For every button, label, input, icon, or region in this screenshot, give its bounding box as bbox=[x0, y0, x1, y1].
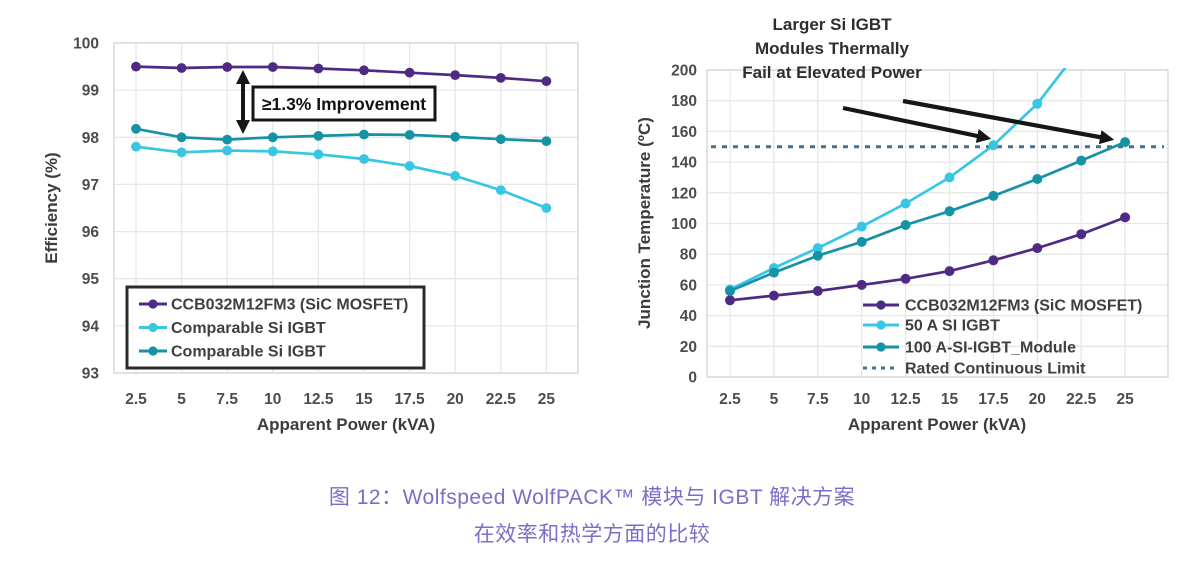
thermal-chart: 0 20 40 60 80 100 120 140 160 180 200 2.5 5 7.5 10 12.5… bbox=[600, 0, 1184, 455]
svg-text:40: 40 bbox=[680, 308, 697, 325]
svg-text:CCB032M12FM3 (SiC MOSFET): CCB032M12FM3 (SiC MOSFET) bbox=[905, 298, 1142, 315]
svg-text:Larger Si IGBT: Larger Si IGBT bbox=[772, 15, 892, 34]
svg-text:10: 10 bbox=[853, 391, 870, 408]
svg-text:140: 140 bbox=[671, 155, 697, 172]
svg-text:Modules Thermally: Modules Thermally bbox=[755, 39, 910, 58]
svg-text:Rated Continuous Limit: Rated Continuous Limit bbox=[905, 361, 1086, 378]
svg-text:0: 0 bbox=[688, 370, 697, 387]
legend: CCB032M12FM3 (SiC MOSFET) 50 A SI IGBT 100… bbox=[863, 298, 1142, 378]
svg-text:80: 80 bbox=[680, 247, 697, 264]
svg-text:95: 95 bbox=[82, 271, 100, 288]
svg-text:≥1.3% Improvement: ≥1.3% Improvement bbox=[262, 94, 426, 114]
svg-text:5: 5 bbox=[177, 391, 186, 408]
svg-text:2.5: 2.5 bbox=[125, 391, 147, 408]
svg-text:100: 100 bbox=[671, 216, 697, 233]
svg-text:Comparable Si IGBT: Comparable Si IGBT bbox=[171, 344, 326, 361]
svg-text:20: 20 bbox=[1029, 391, 1046, 408]
thermal-annotation: Larger Si IGBT Modules Thermally Fail at E… bbox=[742, 15, 1115, 145]
improvement-annotation: ≥1.3% Improvement bbox=[236, 70, 437, 134]
svg-text:Fail at Elevated Power: Fail at Elevated Power bbox=[742, 63, 922, 82]
svg-text:10: 10 bbox=[264, 391, 281, 408]
svg-text:12.5: 12.5 bbox=[303, 391, 334, 408]
efficiency-chart-svg: 93 94 95 96 97 98 99 100 2.5 5 7.5 10 12.5 15 17.5 20 22… bbox=[42, 36, 579, 435]
svg-text:180: 180 bbox=[671, 93, 697, 110]
efficiency-chart: 93 94 95 96 97 98 99 100 2.5 5 7.5 10 12.5 15 17.5 20 22… bbox=[0, 0, 600, 455]
svg-text:20: 20 bbox=[680, 339, 697, 356]
svg-text:96: 96 bbox=[82, 224, 100, 241]
svg-text:17.5: 17.5 bbox=[978, 391, 1009, 408]
figure-caption: 图 12：Wolfspeed WolfPACK™ 模块与 IGBT 解决方案 在… bbox=[0, 479, 1184, 553]
series-line-0 bbox=[131, 61, 552, 87]
caption-line-1: 图 12：Wolfspeed WolfPACK™ 模块与 IGBT 解决方案 bbox=[328, 486, 856, 509]
svg-text:160: 160 bbox=[671, 124, 697, 141]
svg-text:12.5: 12.5 bbox=[891, 391, 922, 408]
arrow-to-100A-failure bbox=[902, 98, 1115, 145]
svg-text:5: 5 bbox=[770, 391, 779, 408]
svg-text:7.5: 7.5 bbox=[807, 391, 829, 408]
series-line-0 bbox=[725, 212, 1131, 306]
svg-text:100 A-SI-IGBT_Module: 100 A-SI-IGBT_Module bbox=[905, 340, 1076, 357]
plot-border bbox=[706, 69, 1169, 378]
svg-text:Apparent Power (kVA): Apparent Power (kVA) bbox=[848, 415, 1026, 434]
plot-border bbox=[113, 42, 579, 374]
svg-text:7.5: 7.5 bbox=[216, 391, 238, 408]
svg-text:94: 94 bbox=[82, 318, 100, 335]
svg-text:120: 120 bbox=[671, 185, 697, 202]
svg-text:20: 20 bbox=[447, 391, 464, 408]
svg-text:97: 97 bbox=[82, 177, 99, 194]
svg-text:Apparent Power (kVA): Apparent Power (kVA) bbox=[257, 415, 435, 434]
svg-text:25: 25 bbox=[1116, 391, 1134, 408]
svg-text:15: 15 bbox=[941, 391, 959, 408]
svg-text:25: 25 bbox=[538, 391, 556, 408]
svg-text:15: 15 bbox=[355, 391, 373, 408]
caption-line-2: 在效率和热学方面的比较 bbox=[473, 523, 711, 546]
charts-row: 93 94 95 96 97 98 99 100 2.5 5 7.5 10 12.5 15 17.5 20 22… bbox=[0, 0, 1184, 455]
svg-text:22.5: 22.5 bbox=[1066, 391, 1097, 408]
svg-text:22.5: 22.5 bbox=[486, 391, 517, 408]
svg-text:50 A SI IGBT: 50 A SI IGBT bbox=[905, 318, 1000, 335]
svg-text:99: 99 bbox=[82, 83, 100, 100]
thermal-chart-svg: 0 20 40 60 80 100 120 140 160 180 200 2.5 5 7.5 10 12.5… bbox=[635, 15, 1169, 435]
legend: CCB032M12FM3 (SiC MOSFET) Comparable Si I… bbox=[125, 285, 426, 370]
arrow-to-50A-failure bbox=[842, 105, 992, 143]
axes-labels: 0 20 40 60 80 100 120 140 160 180 200 2.5 5 7.5 10 12.5… bbox=[635, 63, 1134, 435]
svg-text:2.5: 2.5 bbox=[719, 391, 741, 408]
svg-text:93: 93 bbox=[82, 366, 100, 383]
svg-text:Efficiency (%): Efficiency (%) bbox=[42, 152, 61, 263]
axes-labels: 93 94 95 96 97 98 99 100 2.5 5 7.5 10 12.5 15 17.5 20 22… bbox=[42, 36, 555, 435]
svg-text:98: 98 bbox=[82, 130, 100, 147]
series-line-2 bbox=[725, 137, 1131, 296]
svg-text:200: 200 bbox=[671, 63, 697, 80]
svg-text:CCB032M12FM3 (SiC MOSFET): CCB032M12FM3 (SiC MOSFET) bbox=[171, 297, 408, 314]
series-line-1 bbox=[131, 141, 552, 213]
svg-text:100: 100 bbox=[73, 36, 99, 53]
svg-text:Comparable Si IGBT: Comparable Si IGBT bbox=[171, 320, 326, 337]
svg-text:60: 60 bbox=[680, 277, 697, 294]
series-line-2 bbox=[131, 123, 552, 147]
svg-text:17.5: 17.5 bbox=[395, 391, 426, 408]
svg-text:Junction Temperature (ºC): Junction Temperature (ºC) bbox=[635, 117, 654, 329]
